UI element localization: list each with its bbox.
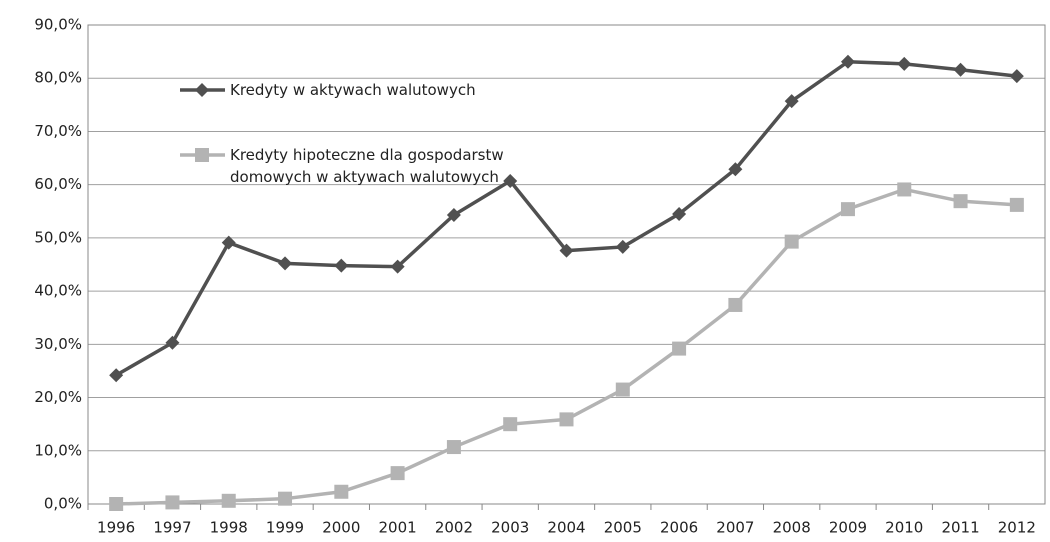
series-line [116, 187, 1017, 506]
x-tick-label: 2006 [660, 519, 698, 537]
point [390, 259, 405, 274]
point [109, 497, 124, 511]
x-tick-label: 1999 [266, 519, 304, 537]
x-tick-label: 2000 [322, 519, 360, 537]
legend-label: Kredyty hipoteczne dla gospodarstw domow… [230, 146, 504, 186]
point [165, 495, 180, 510]
point [165, 335, 180, 350]
point [221, 235, 236, 250]
y-tick-label: 60,0% [34, 175, 82, 193]
x-tick-label: 2001 [379, 519, 417, 537]
x-tick-label: 2010 [885, 519, 923, 537]
point [334, 484, 349, 499]
point [446, 440, 461, 455]
point [221, 493, 236, 508]
point [559, 243, 574, 258]
point [953, 194, 968, 209]
legend-marker [195, 148, 209, 162]
point [109, 368, 124, 383]
point [278, 256, 293, 271]
y-tick-label: 20,0% [34, 388, 82, 406]
point [1009, 69, 1024, 84]
y-tick-label: 10,0% [34, 441, 82, 459]
point [278, 491, 293, 506]
x-tick-label: 2011 [941, 519, 979, 537]
point [840, 202, 855, 217]
y-tick-label: 40,0% [34, 282, 82, 300]
x-tick-label: 2009 [829, 519, 867, 537]
x-tick-label: 2007 [716, 519, 754, 537]
point [503, 417, 518, 432]
point [390, 466, 405, 481]
y-tick-label: 50,0% [34, 228, 82, 246]
x-tick-label: 2002 [435, 519, 473, 537]
y-tick-label: 30,0% [34, 335, 82, 353]
point [672, 341, 687, 356]
y-tick-label: 70,0% [34, 122, 82, 140]
point [1009, 197, 1024, 212]
point [728, 297, 743, 312]
point [840, 54, 855, 69]
point [897, 56, 912, 71]
point [615, 382, 630, 397]
x-tick-label: 2005 [604, 519, 642, 537]
point [615, 239, 630, 254]
point [503, 173, 518, 188]
point [728, 162, 743, 177]
point [897, 182, 912, 197]
plot-border [87, 24, 1046, 505]
point [784, 94, 799, 109]
point [672, 206, 687, 221]
y-tick-label: 80,0% [34, 69, 82, 87]
x-tick-label: 2008 [773, 519, 811, 537]
series-line [115, 59, 1018, 377]
x-tick-label: 1996 [97, 519, 135, 537]
x-tick-label: 1997 [153, 519, 191, 537]
point [953, 62, 968, 77]
point [446, 208, 461, 223]
x-tick-label: 1998 [210, 519, 248, 537]
point [559, 412, 574, 427]
legend-marker [195, 83, 209, 97]
point [334, 258, 349, 273]
y-tick-label: 90,0% [34, 16, 82, 34]
point [784, 234, 799, 249]
x-tick-label: 2003 [491, 519, 529, 537]
legend-label: Kredyty w aktywach walutowych [230, 81, 476, 99]
x-tick-label: 2004 [547, 519, 585, 537]
y-tick-label: 0,0% [44, 495, 82, 513]
x-tick-label: 2012 [998, 519, 1036, 537]
